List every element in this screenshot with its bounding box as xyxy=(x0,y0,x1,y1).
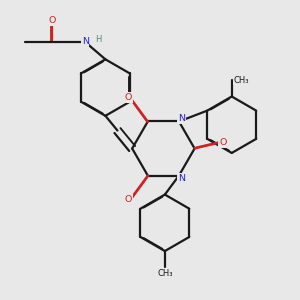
Text: H: H xyxy=(95,34,101,43)
Text: N: N xyxy=(178,114,185,123)
Text: O: O xyxy=(219,138,226,147)
Text: CH₃: CH₃ xyxy=(233,76,249,85)
Text: CH₃: CH₃ xyxy=(157,269,172,278)
Text: O: O xyxy=(48,16,56,25)
Text: O: O xyxy=(125,195,132,204)
Text: O: O xyxy=(125,93,132,102)
Text: N: N xyxy=(178,174,185,183)
Text: N: N xyxy=(82,37,89,46)
